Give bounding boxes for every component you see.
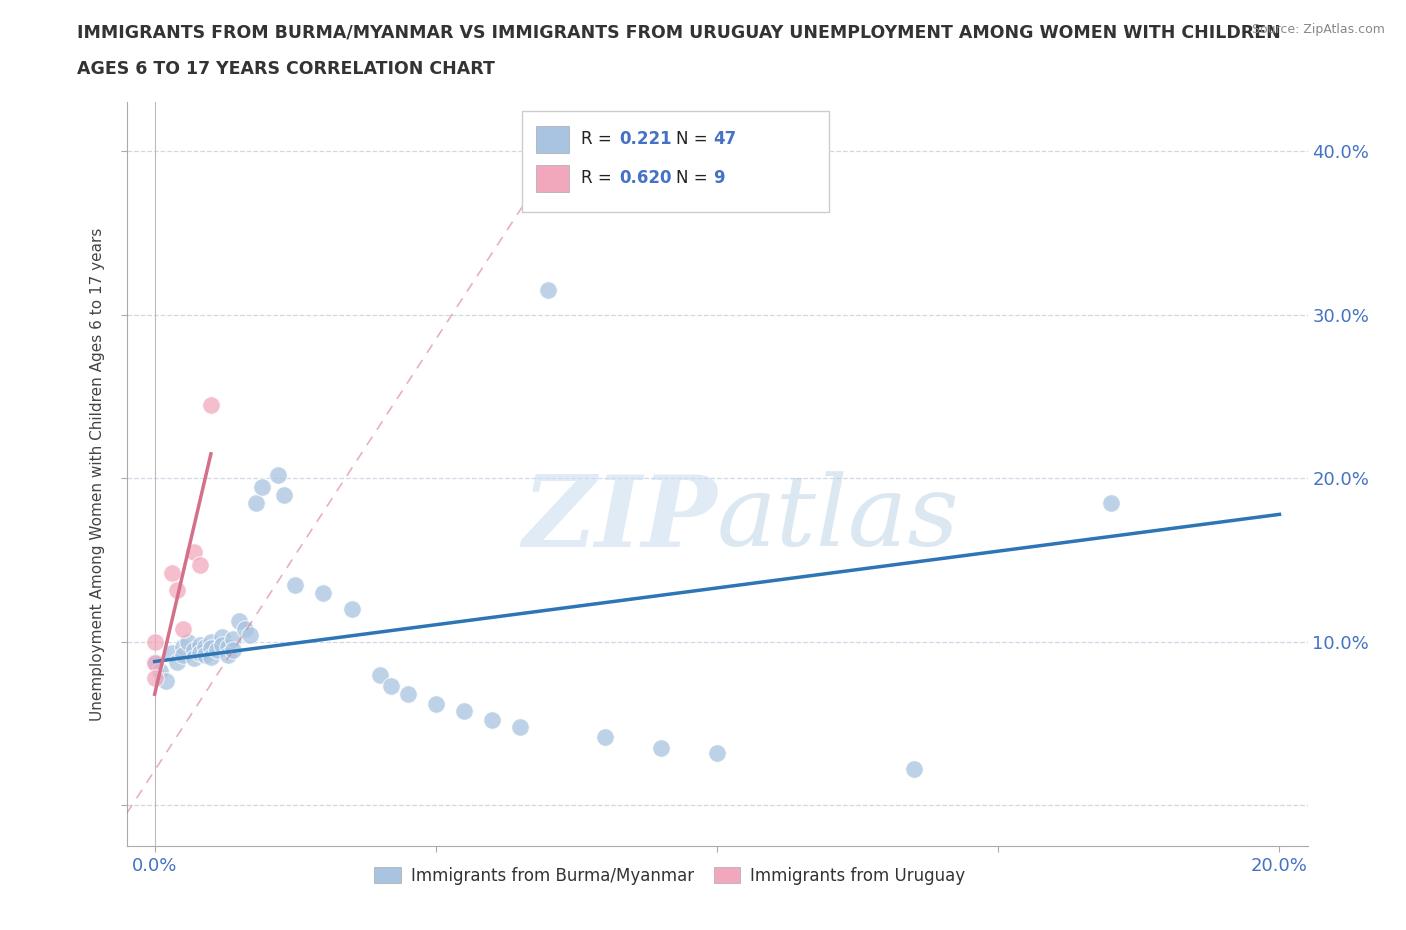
Point <box>200 397 222 412</box>
Point <box>284 578 307 592</box>
Point <box>143 671 166 685</box>
Point <box>160 565 183 580</box>
Point <box>183 545 205 560</box>
Point <box>481 713 503 728</box>
Text: 47: 47 <box>713 130 737 149</box>
Point <box>200 649 222 664</box>
Point <box>245 496 267 511</box>
Text: 9: 9 <box>713 169 725 187</box>
Text: ZIP: ZIP <box>522 471 717 567</box>
Text: 0.221: 0.221 <box>619 130 672 149</box>
Point <box>200 641 222 656</box>
Text: N =: N = <box>676 169 713 187</box>
Point <box>143 654 166 669</box>
Point <box>250 479 273 494</box>
Point <box>425 697 447 711</box>
Point <box>166 654 188 669</box>
Point <box>188 558 211 573</box>
Point <box>706 746 728 761</box>
Point <box>453 703 475 718</box>
Legend: Immigrants from Burma/Myanmar, Immigrants from Uruguay: Immigrants from Burma/Myanmar, Immigrant… <box>367 860 973 892</box>
Point <box>903 762 925 777</box>
Point <box>205 643 228 658</box>
Point <box>183 643 205 658</box>
Point <box>222 631 245 646</box>
Point <box>177 634 200 649</box>
Point <box>166 582 188 597</box>
Point <box>143 634 166 649</box>
Point <box>172 647 194 662</box>
FancyBboxPatch shape <box>536 165 569 192</box>
Point <box>1099 496 1122 511</box>
Point <box>239 628 262 643</box>
Point <box>211 638 233 653</box>
FancyBboxPatch shape <box>536 126 569 153</box>
Point <box>211 630 233 644</box>
Point <box>380 679 402 694</box>
Point <box>194 647 217 662</box>
Point <box>267 468 290 483</box>
Point <box>200 634 222 649</box>
Point <box>188 646 211 661</box>
Point <box>233 621 256 636</box>
Y-axis label: Unemployment Among Women with Children Ages 6 to 17 years: Unemployment Among Women with Children A… <box>90 228 105 721</box>
Point <box>217 639 239 654</box>
FancyBboxPatch shape <box>522 112 830 212</box>
Point <box>396 686 419 701</box>
Point <box>509 720 531 735</box>
Point <box>340 602 363 617</box>
Point <box>593 729 616 744</box>
Point <box>160 646 183 661</box>
Point <box>273 487 295 502</box>
Point <box>155 673 177 688</box>
Text: Source: ZipAtlas.com: Source: ZipAtlas.com <box>1251 23 1385 36</box>
Point <box>172 639 194 654</box>
Point <box>312 585 335 600</box>
Text: N =: N = <box>676 130 713 149</box>
Text: AGES 6 TO 17 YEARS CORRELATION CHART: AGES 6 TO 17 YEARS CORRELATION CHART <box>77 60 495 78</box>
Text: atlas: atlas <box>717 472 960 566</box>
Point <box>183 651 205 666</box>
Point <box>217 647 239 662</box>
Text: R =: R = <box>581 169 617 187</box>
Point <box>194 639 217 654</box>
Text: 0.620: 0.620 <box>619 169 672 187</box>
Point <box>368 667 391 682</box>
Point <box>228 613 250 628</box>
Text: R =: R = <box>581 130 617 149</box>
Point <box>172 621 194 636</box>
Point <box>149 664 172 679</box>
Point <box>537 283 560 298</box>
Point <box>650 741 672 756</box>
Point <box>188 638 211 653</box>
Point <box>143 656 166 671</box>
Text: IMMIGRANTS FROM BURMA/MYANMAR VS IMMIGRANTS FROM URUGUAY UNEMPLOYMENT AMONG WOME: IMMIGRANTS FROM BURMA/MYANMAR VS IMMIGRA… <box>77 23 1281 41</box>
Point <box>222 643 245 658</box>
